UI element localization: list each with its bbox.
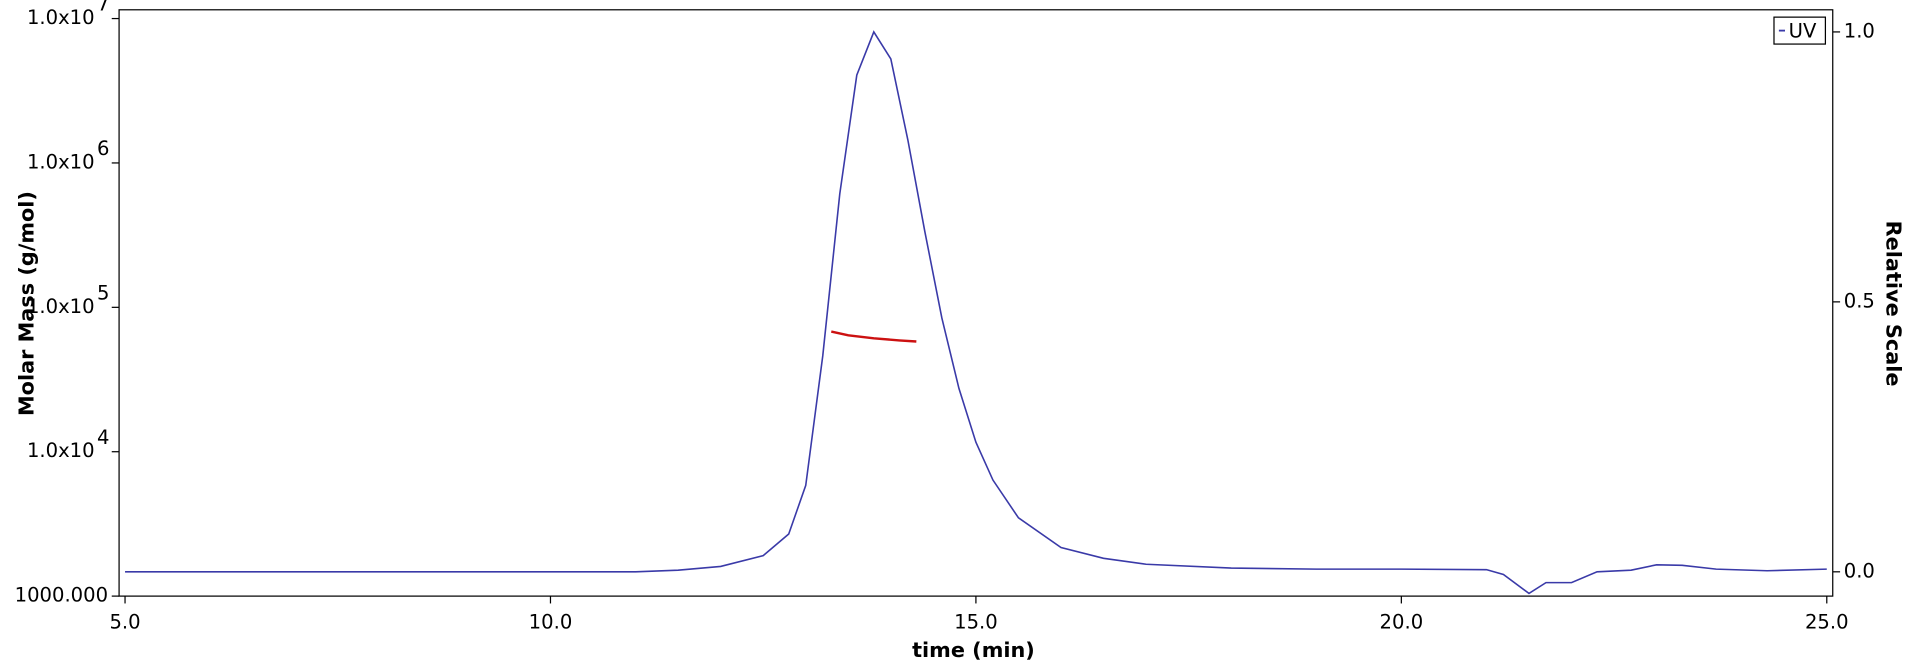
x-tick-label: 15.0	[954, 611, 998, 634]
y2-axis-label: Relative Scale	[1882, 221, 1906, 387]
x-tick-label: 25.0	[1805, 611, 1849, 634]
y-tick-label: 1.0x10	[27, 439, 95, 462]
y-tick-label: 1000.000	[15, 584, 108, 607]
y2-tick-label: 0.5	[1844, 289, 1875, 312]
y2-tick-label: 1.0	[1844, 19, 1875, 42]
x-tick-label: 5.0	[109, 611, 140, 634]
y-tick-label: 1.0x10	[27, 6, 95, 29]
series-line	[831, 330, 917, 343]
y-tick-label: 1.0x10	[27, 295, 95, 318]
y-axis-label: Molar Mass (g/mol)	[14, 191, 38, 416]
x-axis-label: time (min)	[912, 638, 1035, 662]
y-tick-label: 1.0x10	[27, 150, 95, 173]
y-tick-exponent: 6	[97, 137, 109, 160]
series-line	[125, 30, 1827, 595]
y-tick-exponent: 4	[97, 426, 109, 449]
plot-frame	[118, 9, 1834, 597]
y2-tick-label: 0.0	[1844, 559, 1875, 582]
legend-label: UV	[1789, 19, 1817, 42]
x-tick-label: 10.0	[529, 611, 573, 634]
x-tick-label: 20.0	[1380, 611, 1424, 634]
y-tick-exponent: 7	[97, 0, 109, 16]
y-tick-exponent: 5	[97, 281, 109, 304]
